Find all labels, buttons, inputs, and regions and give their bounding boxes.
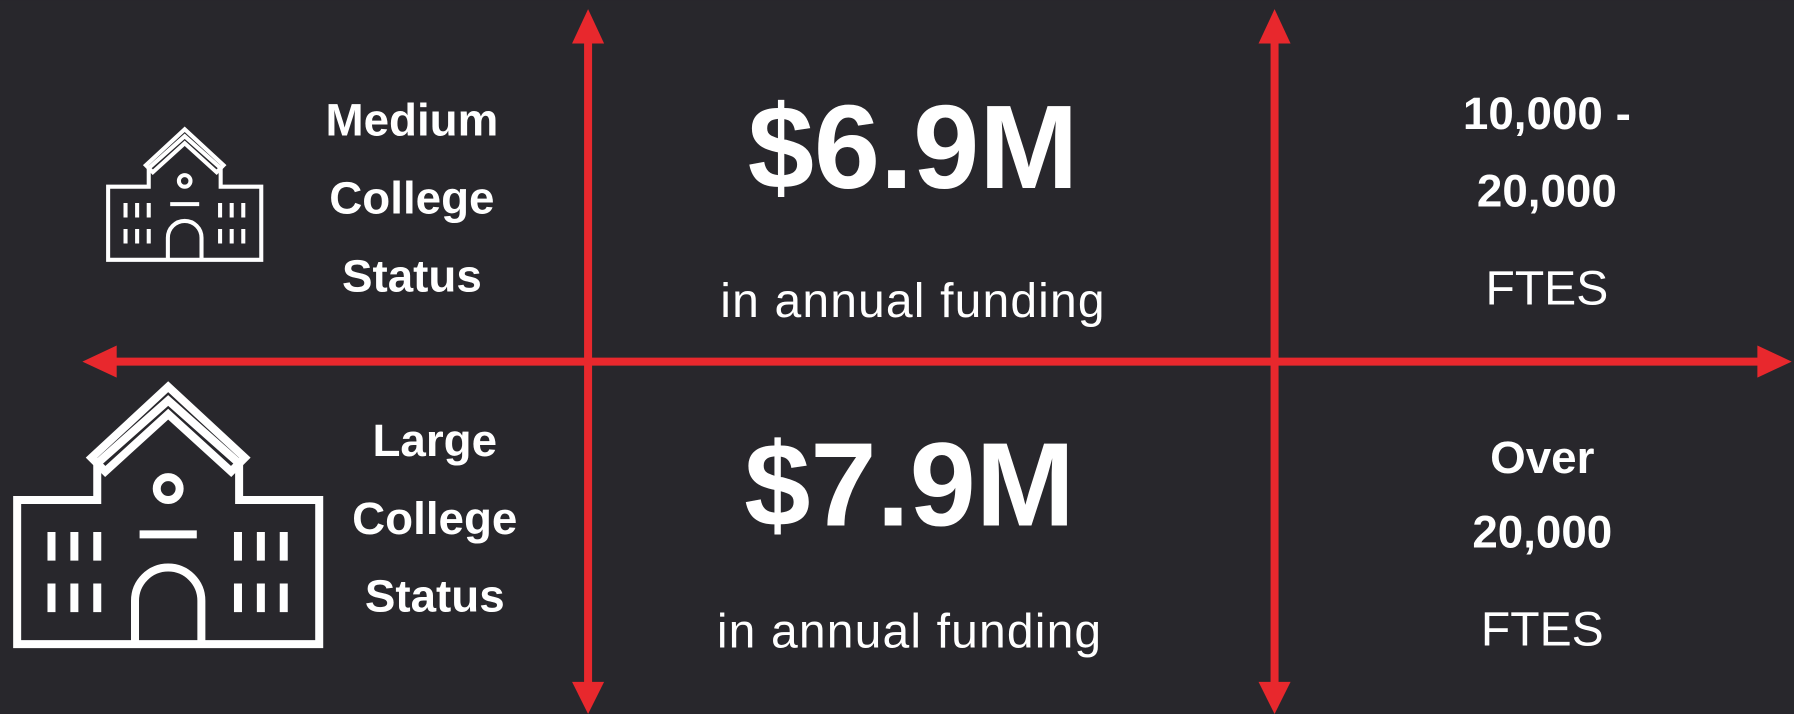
funding-label: in annual funding xyxy=(717,606,1102,659)
funding-amount: $6.9M xyxy=(748,81,1079,214)
status-line: College xyxy=(352,493,517,544)
ftes-label: FTES xyxy=(1485,262,1608,315)
ftes-range: 20,000 xyxy=(1472,507,1612,558)
arrow-head xyxy=(82,345,117,378)
status-line: Status xyxy=(342,250,482,301)
arrow-head xyxy=(572,9,605,44)
status-line: Status xyxy=(365,571,505,622)
status-line: Large xyxy=(372,415,497,466)
status-line: Medium xyxy=(325,95,498,146)
ftes-range: 20,000 xyxy=(1477,166,1617,217)
ftes-label: FTES xyxy=(1481,603,1604,656)
funding-label: in annual funding xyxy=(720,275,1105,328)
arrow-head xyxy=(572,681,605,714)
arrow-head xyxy=(1258,681,1291,714)
ftes-range: 10,000 - xyxy=(1463,88,1631,139)
funding-amount: $7.9M xyxy=(744,419,1075,552)
arrow-head xyxy=(1258,9,1291,44)
dividers xyxy=(82,9,1792,714)
ftes-range: Over xyxy=(1490,432,1594,483)
status-line: College xyxy=(329,172,494,223)
arrow-head xyxy=(1757,345,1792,378)
